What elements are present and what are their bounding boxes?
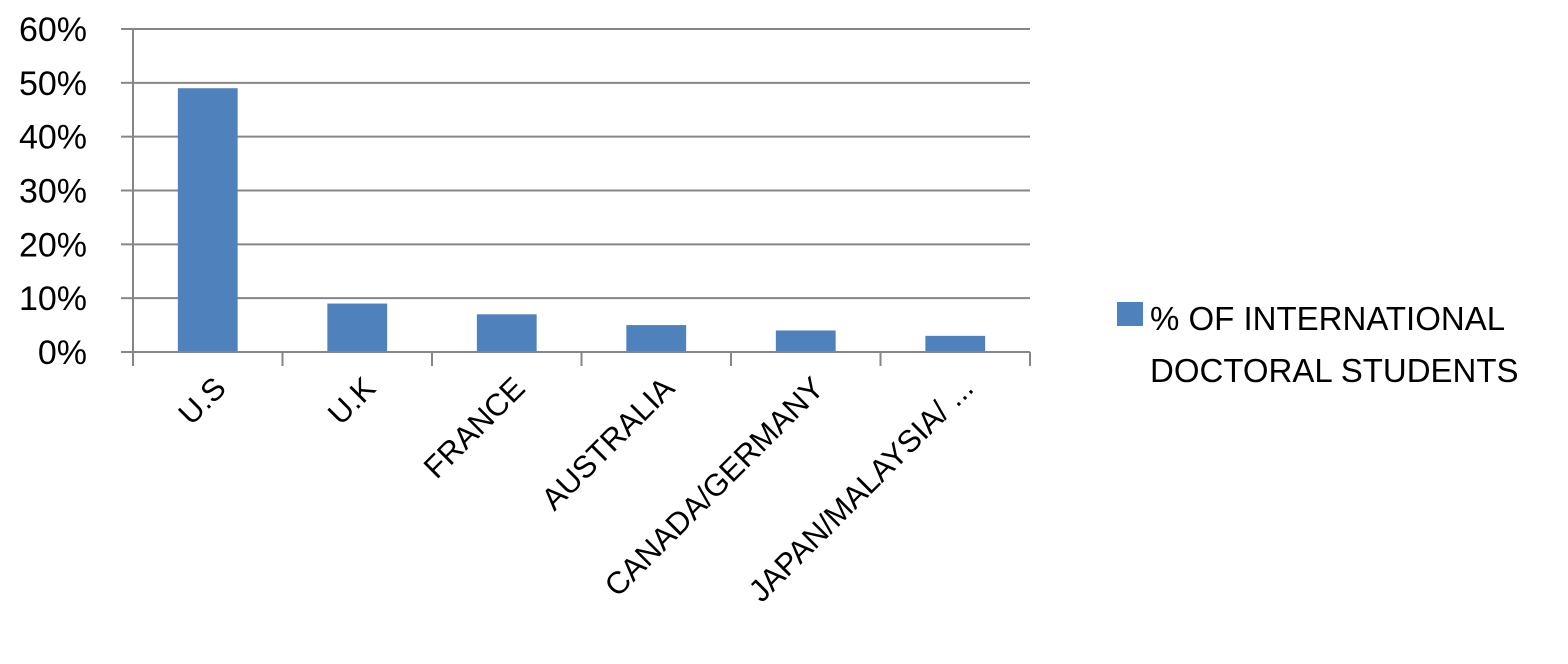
legend-label-line-2: DOCTORAL STUDENTS — [1150, 352, 1519, 389]
y-tick-label: 50% — [19, 65, 87, 103]
y-tick-labels: 0% 10% 20% 30% 40% 50% 60% — [19, 11, 87, 372]
bar — [327, 303, 388, 352]
y-tick-label: 60% — [19, 11, 87, 49]
bar — [177, 88, 238, 352]
legend: % OF INTERNATIONAL DOCTORAL STUDENTS — [1117, 300, 1519, 389]
y-tick-label: 30% — [19, 173, 87, 211]
x-tick-label: U.K — [321, 370, 383, 432]
x-tick-label: AUSTRALIA — [535, 370, 682, 517]
bar — [476, 314, 537, 352]
y-tick-label: 40% — [19, 119, 87, 157]
legend-label-line-1: % OF INTERNATIONAL — [1150, 300, 1505, 337]
axes — [121, 28, 1031, 366]
legend-swatch — [1117, 302, 1143, 326]
y-tick-label: 20% — [19, 226, 87, 264]
bar — [626, 325, 687, 352]
bars — [177, 88, 986, 352]
x-tick-label: U.S — [171, 370, 232, 431]
x-tick-label: FRANCE — [417, 370, 532, 485]
x-tick-labels: U.S U.K FRANCE AUSTRALIACANADA/GERMANYJAPAN… — [171, 370, 980, 609]
y-tick-label: 0% — [38, 334, 87, 372]
bar — [925, 335, 986, 352]
y-tick-label: 10% — [19, 280, 87, 318]
gridlines — [133, 28, 1030, 300]
bar — [775, 330, 836, 352]
